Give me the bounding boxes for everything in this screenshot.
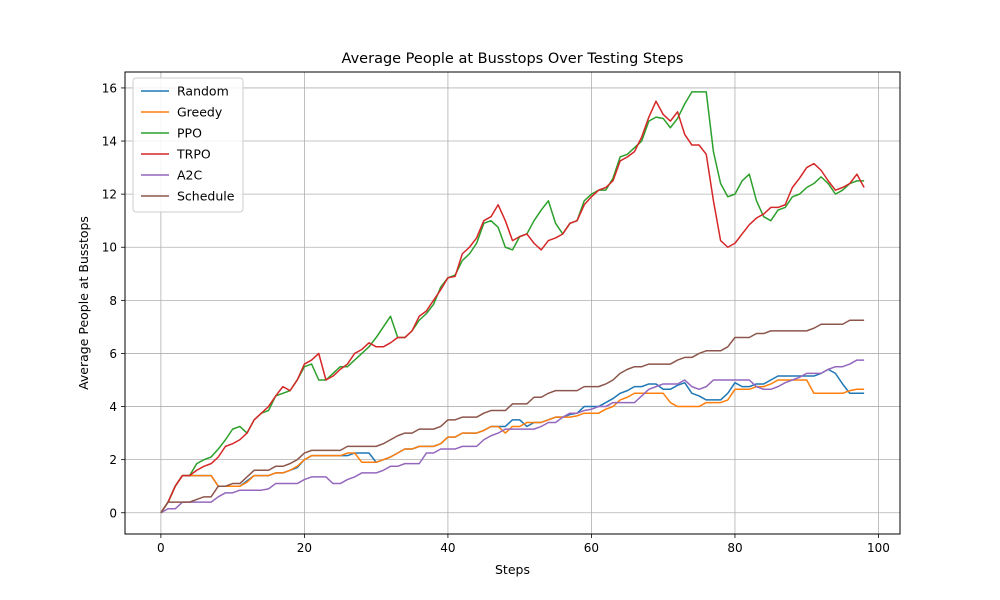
series-line-a2c bbox=[160, 359, 865, 514]
series-line-schedule bbox=[160, 319, 865, 514]
series-line-trpo bbox=[160, 100, 865, 514]
y-axis-label: Average People at Busstops bbox=[76, 216, 91, 390]
legend-label: Schedule bbox=[177, 189, 235, 204]
legend-label: A2C bbox=[177, 168, 203, 183]
y-tick-label: 16 bbox=[102, 81, 117, 95]
series-lines bbox=[160, 91, 865, 514]
grid-lines bbox=[125, 72, 900, 534]
y-tick-label: 14 bbox=[102, 135, 117, 149]
x-tick-label: 100 bbox=[867, 541, 890, 555]
x-tick-label: 60 bbox=[584, 541, 599, 555]
chart-title: Average People at Busstops Over Testing … bbox=[342, 51, 684, 67]
x-axis-label: Steps bbox=[495, 562, 530, 577]
series-line-greedy bbox=[160, 379, 865, 514]
legend-label: Random bbox=[177, 84, 229, 99]
y-tick-label: 4 bbox=[109, 400, 117, 414]
plot-frame bbox=[124, 71, 901, 535]
legend-label: Greedy bbox=[177, 105, 223, 120]
series-line-ppo bbox=[160, 91, 865, 514]
y-tick-label: 0 bbox=[109, 506, 117, 520]
y-tick-label: 8 bbox=[109, 294, 117, 308]
legend: Random Greedy PPO TRPO A2C Schedule bbox=[132, 77, 244, 213]
y-tick-label: 6 bbox=[109, 347, 117, 361]
y-tick-label: 2 bbox=[109, 453, 117, 467]
legend-label: PPO bbox=[177, 126, 202, 141]
legend-label: TRPO bbox=[176, 147, 211, 162]
y-tick-label: 10 bbox=[102, 241, 117, 255]
x-tick-label: 20 bbox=[297, 541, 312, 555]
axis-ticks: 0 20 40 60 80 100 0 2 4 6 8 10 12 14 16 bbox=[102, 81, 890, 555]
x-tick-label: 40 bbox=[440, 541, 455, 555]
x-tick-label: 0 bbox=[157, 541, 165, 555]
y-tick-label: 12 bbox=[102, 188, 117, 202]
x-tick-label: 80 bbox=[727, 541, 742, 555]
